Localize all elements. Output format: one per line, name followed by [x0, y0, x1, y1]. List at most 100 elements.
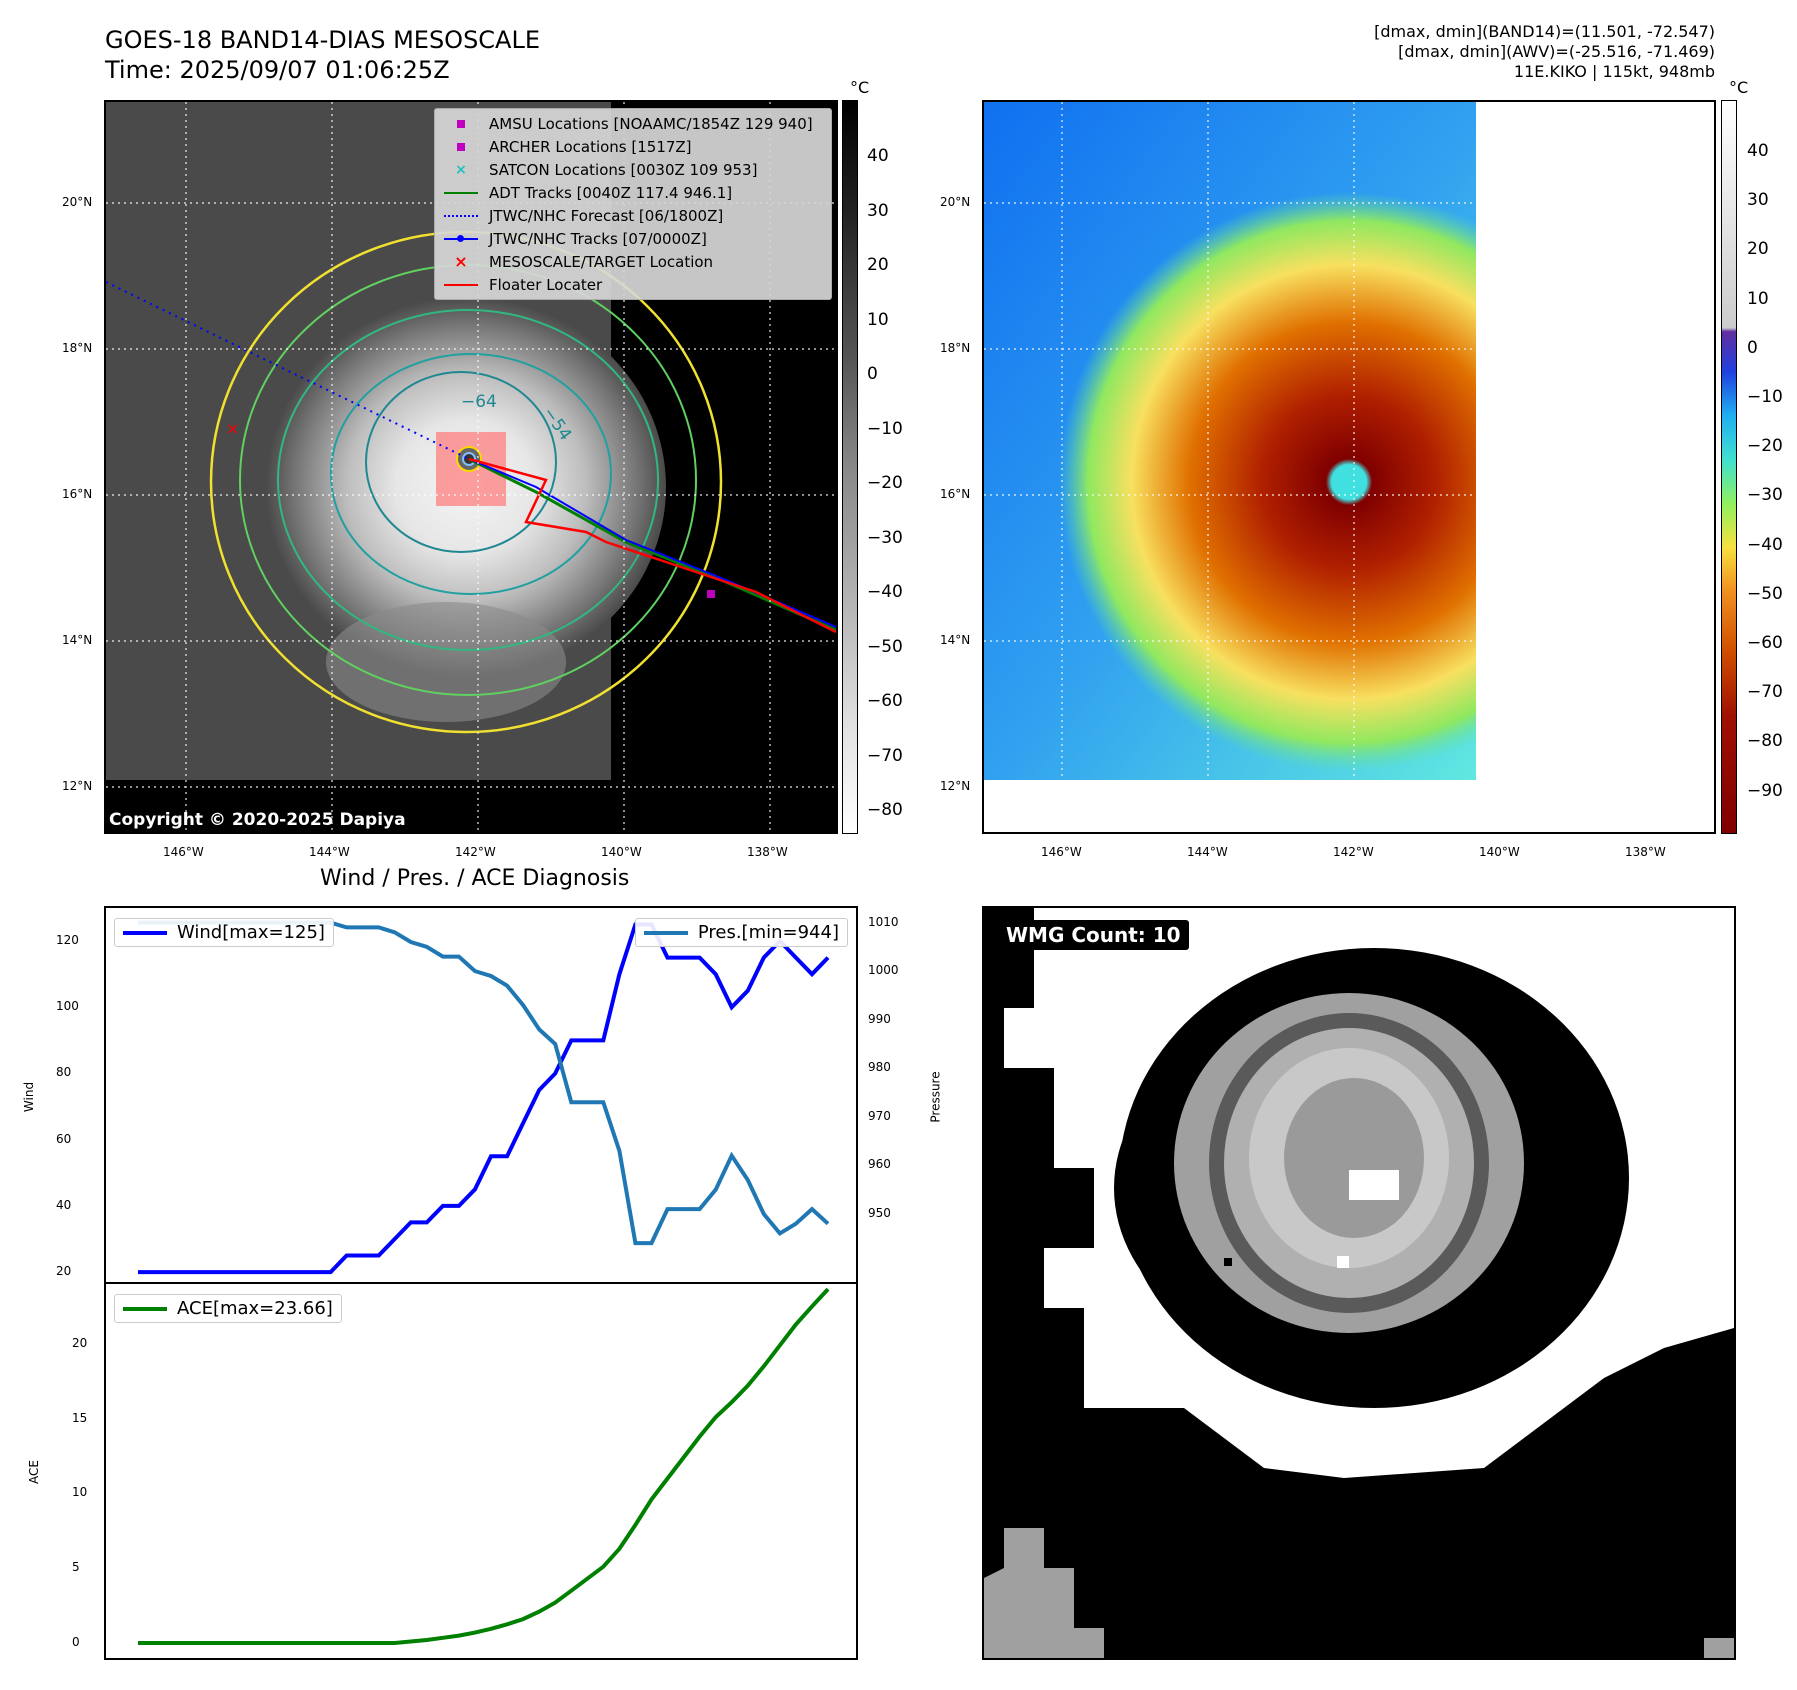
lon-label: 138°W: [747, 845, 788, 859]
legend-item-adt: ADT Tracks [0040Z 117.4 946.1]: [435, 181, 831, 204]
awv-satellite-image: [984, 102, 1714, 832]
pressure-tick-label: 1010: [868, 914, 899, 929]
legend-item-archer: ARCHER Locations [1517Z]: [435, 135, 831, 158]
ace-plot: [138, 1287, 830, 1645]
legend-item-satcon: × SATCON Locations [0030Z 109 953]: [455, 160, 758, 179]
lon-label: 144°W: [1187, 845, 1228, 859]
legend-item-floater: Floater Locater: [435, 273, 831, 296]
lat-label: 18°N: [62, 341, 93, 355]
pressure-axis-label: Pressure: [928, 1071, 943, 1123]
lat-label: 20°N: [62, 195, 93, 209]
wmg-count-badge: WMG Count: 10: [998, 920, 1189, 950]
pressure-tick-label: 980: [868, 1060, 891, 1075]
wind-tick-label: 60: [56, 1131, 72, 1146]
pressure-tick-label: 1000: [868, 963, 899, 978]
series-line-ace: [138, 1287, 830, 1645]
ace-axis-label: ACE: [26, 1460, 41, 1484]
legend-pressure: Pres.[min=944]: [634, 918, 848, 947]
lon-label: 144°W: [309, 845, 350, 859]
ace-chart: ACE[max=23.66]: [104, 1282, 858, 1660]
lat-label: 18°N: [940, 341, 971, 355]
legend-wind: Wind[max=125]: [114, 918, 334, 947]
colorbar-tick: −40: [867, 582, 903, 602]
colorbar-tick: 20: [1747, 239, 1769, 260]
colorbar-tick: 30: [867, 200, 889, 221]
map-legend: AMSU Locations [NOAAMC/1854Z 129 940] AR…: [434, 108, 832, 300]
lat-label: 20°N: [940, 195, 971, 209]
colorbar-tick: 10: [867, 309, 889, 330]
storm-info: 11E.KIKO | 115kt, 948mb: [1513, 62, 1715, 81]
colorbar-tick: −20: [1747, 436, 1783, 457]
wind-pressure-plot: [138, 920, 830, 1275]
lon-label: 146°W: [1041, 845, 1082, 859]
colorbar-tick: 10: [1747, 288, 1769, 309]
pressure-tick-label: 970: [868, 1108, 891, 1123]
wmg-panel: WMG Count: 10: [982, 906, 1736, 1660]
lat-label: 16°N: [940, 487, 971, 501]
ace-tick-label: 0: [72, 1635, 80, 1650]
ace-tick-label: 5: [72, 1560, 80, 1575]
legend-item-forecast: JTWC/NHC Forecast [06/1800Z]: [435, 204, 831, 227]
dmax-awv: [dmax, dmin](AWV)=(-25.516, -71.469): [1398, 42, 1715, 61]
colorbar-tick: 40: [867, 146, 889, 166]
awv-map-panel: [982, 100, 1716, 834]
legend-item-target: × MESOSCALE/TARGET Location: [454, 252, 714, 271]
series-line-pressure: [138, 920, 830, 1246]
lon-label: 140°W: [601, 845, 642, 859]
ace-tick-label: 20: [72, 1335, 88, 1350]
colorbar-tick: −50: [1747, 583, 1783, 604]
lon-label: 138°W: [1625, 845, 1666, 859]
colorbar-tick: 40: [1747, 141, 1769, 161]
lat-label: 12°N: [940, 779, 971, 793]
colorbar-tick: −80: [1747, 731, 1783, 752]
colorbar-tick: −30: [867, 527, 903, 548]
colorbar-unit: °C: [850, 78, 870, 97]
colorbar-tick: −30: [1747, 485, 1783, 506]
colorbar-tick: −50: [867, 636, 903, 657]
colorbar-tick: −70: [867, 745, 903, 766]
wind-tick-label: 100: [56, 999, 79, 1014]
wind-tick-label: 120: [56, 933, 79, 948]
colorbar-tick: −70: [1747, 682, 1783, 703]
pressure-tick-label: 990: [868, 1011, 891, 1026]
colorbar-tick: −10: [867, 418, 903, 439]
colorbar-tick: 20: [867, 255, 889, 275]
wmg-grid-image: [984, 908, 1734, 1658]
wind-tick-label: 20: [56, 1264, 72, 1279]
series-line-wind: [138, 922, 830, 1275]
ace-tick-label: 15: [72, 1410, 88, 1425]
colorbar-tick: 30: [1747, 190, 1769, 211]
chart-title: GOES-18 BAND14-DIAS MESOSCALE: [105, 26, 541, 54]
colorbar-tick: 0: [1747, 337, 1758, 358]
colorbar-tick: −60: [867, 691, 903, 711]
wind-axis-label: Wind: [22, 1081, 37, 1113]
lon-label: 146°W: [163, 845, 204, 859]
diagnosis-title: Wind / Pres. / ACE Diagnosis: [320, 866, 630, 891]
ir-map-panel: × −64 −54 AMSU Locations [NOAAMC/1854Z 1…: [104, 100, 838, 834]
lat-label: 14°N: [940, 633, 971, 647]
colorbar-tick: −90: [1747, 780, 1783, 801]
svg-text:×: ×: [226, 419, 239, 438]
colorbar-tick: −80: [867, 800, 903, 820]
ace-tick-label: 10: [72, 1485, 88, 1500]
dmax-band14: [dmax, dmin](BAND14)=(11.501, -72.547): [1374, 22, 1715, 41]
legend-item-tracks: JTWC/NHC Tracks [07/0000Z]: [435, 227, 831, 250]
wind-pressure-chart: Wind[max=125] Pres.[min=944]: [104, 906, 858, 1284]
pressure-tick-label: 960: [868, 1157, 891, 1172]
legend-ace: ACE[max=23.66]: [114, 1294, 342, 1323]
legend-item-amsu: AMSU Locations [NOAAMC/1854Z 129 940]: [435, 112, 831, 135]
wind-tick-label: 40: [56, 1197, 72, 1212]
colorbar-tick: −20: [867, 473, 903, 493]
colorbar-tick: −10: [1747, 387, 1783, 407]
wind-tick-label: 80: [56, 1065, 72, 1080]
colorbar-awv: [1721, 100, 1737, 834]
colorbar-tick: 0: [867, 364, 878, 384]
chart-time: Time: 2025/09/07 01:06:25Z: [105, 56, 450, 84]
colorbar-tick: −60: [1747, 633, 1783, 653]
colorbar-bw: [842, 100, 858, 834]
lat-label: 14°N: [62, 633, 93, 647]
lat-label: 16°N: [62, 487, 93, 501]
copyright-notice: Copyright © 2020-2025 Dapiya: [109, 810, 406, 830]
colorbar-tick: −40: [1747, 534, 1783, 555]
colorbar-unit: °C: [1729, 78, 1749, 97]
